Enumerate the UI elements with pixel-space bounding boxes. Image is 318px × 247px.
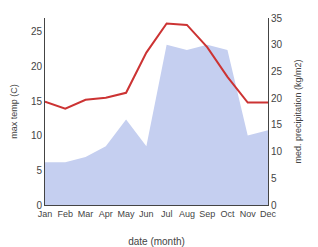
svg-text:Apr: Apr — [99, 209, 113, 219]
svg-text:20: 20 — [271, 93, 283, 104]
svg-text:5: 5 — [271, 173, 277, 184]
svg-text:Sep: Sep — [199, 209, 215, 219]
svg-text:Dec: Dec — [260, 209, 277, 219]
svg-text:0: 0 — [271, 200, 277, 211]
svg-text:med. precipitation (kg/m2): med. precipitation (kg/m2) — [293, 59, 303, 163]
svg-text:May: May — [118, 209, 136, 219]
svg-text:25: 25 — [31, 26, 43, 37]
svg-text:0: 0 — [36, 200, 42, 211]
svg-text:Mar: Mar — [78, 209, 94, 219]
svg-text:max temp (C): max temp (C) — [9, 84, 19, 139]
svg-text:10: 10 — [271, 146, 283, 157]
svg-text:20: 20 — [31, 61, 43, 72]
svg-text:10: 10 — [31, 130, 43, 141]
svg-text:Jul: Jul — [161, 209, 173, 219]
svg-text:Oct: Oct — [220, 209, 235, 219]
svg-text:25: 25 — [271, 66, 283, 77]
svg-text:Jan: Jan — [38, 209, 53, 219]
svg-text:30: 30 — [271, 39, 283, 50]
svg-text:Aug: Aug — [179, 209, 195, 219]
svg-text:Feb: Feb — [58, 209, 74, 219]
svg-text:5: 5 — [36, 165, 42, 176]
svg-text:15: 15 — [31, 96, 43, 107]
svg-text:35: 35 — [271, 13, 283, 24]
svg-text:Jun: Jun — [139, 209, 154, 219]
svg-text:date (month): date (month) — [128, 236, 185, 247]
svg-text:Nov: Nov — [240, 209, 257, 219]
svg-text:15: 15 — [271, 119, 283, 130]
